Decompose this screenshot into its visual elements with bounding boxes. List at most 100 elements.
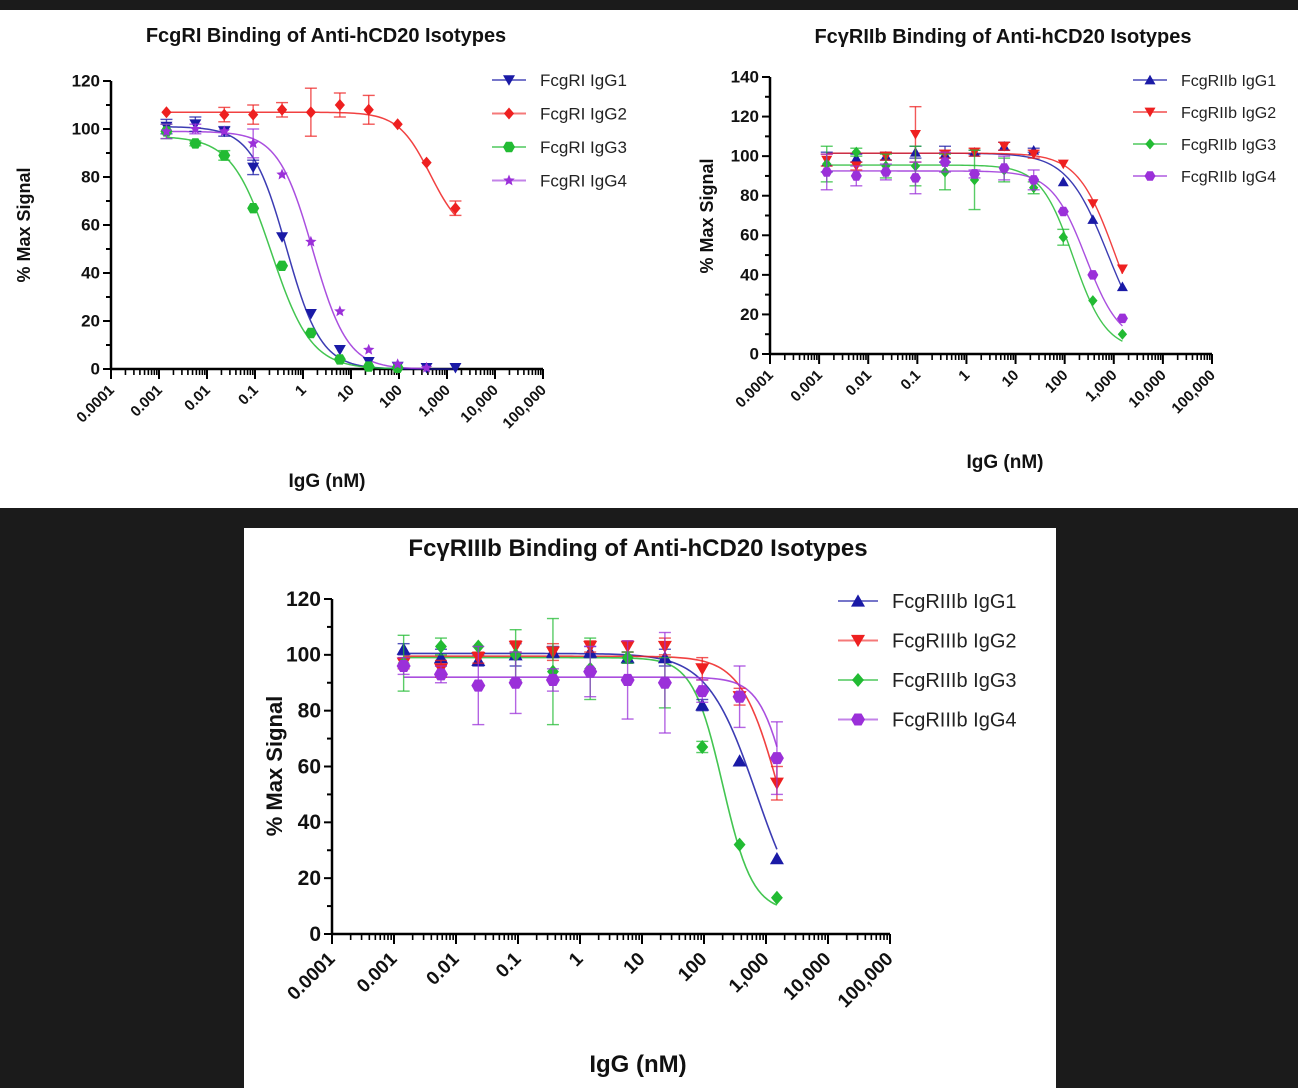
data-point	[363, 103, 374, 116]
legend-item: FcgRI IgG1	[492, 71, 627, 90]
data-point	[392, 118, 403, 131]
data-point	[1058, 231, 1068, 243]
x-tick-label: 0.0001	[732, 367, 776, 411]
data-point	[969, 174, 980, 186]
fit-curve-fcgri-igg1	[166, 126, 456, 370]
legend-label: FcgRIIIb IgG3	[892, 670, 1017, 692]
data-point	[333, 354, 346, 365]
x-tick-label: 10	[999, 367, 1023, 391]
data-point	[1116, 264, 1128, 275]
data-point	[160, 125, 173, 137]
data-point	[247, 137, 259, 149]
data-point	[850, 171, 862, 181]
x-tick-label: 0.0001	[73, 382, 117, 426]
data-point	[769, 851, 784, 865]
legend-label: FcgRI IgG3	[540, 138, 627, 157]
x-tick-label: 100,000	[1168, 367, 1218, 417]
legend-item: FcgRIIb IgG3	[1133, 137, 1276, 154]
y-tick-label: 0	[750, 344, 759, 363]
data-point	[1028, 175, 1040, 185]
data-point	[391, 362, 404, 373]
legend-item: FcgRIIIb IgG1	[838, 591, 1017, 613]
legend-label: FcgRIIIb IgG4	[892, 710, 1017, 732]
x-tick-label: 0.001	[353, 948, 402, 997]
data-point	[1057, 176, 1069, 187]
x-axis-label: IgG (nM)	[966, 452, 1043, 473]
data-point	[1087, 199, 1099, 209]
data-point	[218, 125, 230, 137]
data-point	[304, 309, 317, 320]
data-point	[449, 363, 462, 374]
data-points	[820, 105, 1128, 340]
data-point	[583, 665, 598, 678]
data-point	[850, 152, 862, 163]
x-axis-label: IgG (nM)	[589, 1051, 686, 1078]
data-points	[396, 617, 784, 905]
legend-item: FcgRIIIb IgG4	[838, 710, 1017, 732]
legend-item: FcgRIIb IgG2	[1133, 105, 1276, 122]
legend-marker	[1145, 138, 1155, 150]
x-tick-label: 0.001	[127, 382, 166, 421]
series-fcgri-igg2	[161, 87, 462, 217]
data-point	[1116, 281, 1128, 292]
y-axis-label: % Max Signal	[262, 696, 287, 837]
data-point	[998, 141, 1010, 152]
data-point	[276, 232, 289, 243]
x-tick-label: 0.001	[787, 367, 826, 406]
x-tick-label: 10	[620, 949, 650, 979]
legend-marker	[503, 141, 515, 153]
data-point	[545, 673, 560, 687]
series-fcgri-igg4	[160, 123, 433, 373]
legend: FcgRI IgG1 FcgRI IgG2 FcgRI IgG3 FcgRI IgG4	[492, 71, 627, 191]
y-tick-label: 40	[740, 265, 759, 284]
data-point	[1057, 206, 1069, 217]
legend-marker	[1144, 107, 1156, 118]
data-point	[620, 673, 635, 687]
bottom-figure-panel	[244, 528, 1056, 1088]
data-point	[334, 305, 346, 317]
data-point	[218, 150, 231, 161]
legend-item: FcgRI IgG4	[492, 172, 627, 191]
chart-title: FcgRI Binding of Anti-hCD20 Isotypes	[146, 25, 506, 47]
chart-title: FcγRIIIb Binding of Anti-hCD20 Isotypes	[408, 535, 867, 562]
data-point	[363, 343, 375, 355]
data-point	[1028, 149, 1040, 160]
data-point	[695, 685, 710, 698]
legend-label: FcgRI IgG4	[540, 172, 627, 191]
legend-label: FcgRI IgG2	[540, 105, 627, 124]
x-tick-label: 1,000	[725, 949, 773, 997]
legend-label: FcgRIIb IgG2	[1181, 105, 1276, 122]
data-point	[909, 173, 921, 183]
data-point	[421, 156, 432, 169]
x-tick-label: 1	[565, 948, 588, 971]
y-tick-label: 120	[731, 107, 759, 126]
data-point	[770, 890, 783, 905]
data-point	[189, 138, 202, 149]
y-tick-label: 40	[81, 263, 100, 282]
y-tick-label: 100	[286, 644, 321, 667]
x-tick-label: 10	[334, 382, 358, 406]
y-tick-label: 60	[298, 755, 321, 778]
x-tick-label: 0.1	[897, 367, 924, 394]
data-point	[305, 106, 316, 119]
y-tick-label: 100	[72, 119, 100, 138]
x-tick-label: 0.01	[181, 382, 214, 415]
data-point	[1087, 214, 1099, 224]
data-point	[695, 698, 710, 711]
legend-marker	[503, 174, 515, 186]
data-point	[851, 146, 861, 158]
legend-marker	[851, 594, 865, 607]
legend-marker	[1144, 171, 1156, 181]
y-tick-label: 0	[309, 923, 321, 946]
y-tick-label: 80	[740, 186, 759, 205]
y-tick-label: 60	[81, 215, 100, 234]
legend-item: FcgRIIb IgG1	[1133, 73, 1276, 90]
fcgriib-binding-chart: FcγRIIb Binding of Anti-hCD20 Isotypes %…	[697, 26, 1276, 473]
legend: FcgRIIb IgG1 FcgRIIb IgG2 FcgRIIb IgG3 FcgR…	[1133, 73, 1276, 186]
data-point	[695, 663, 710, 676]
data-point	[305, 235, 317, 247]
y-tick-label: 140	[731, 67, 759, 86]
x-tick-label: 100	[376, 382, 406, 412]
fit-curve-fcgri-igg4	[166, 130, 427, 370]
legend-marker	[851, 713, 865, 726]
